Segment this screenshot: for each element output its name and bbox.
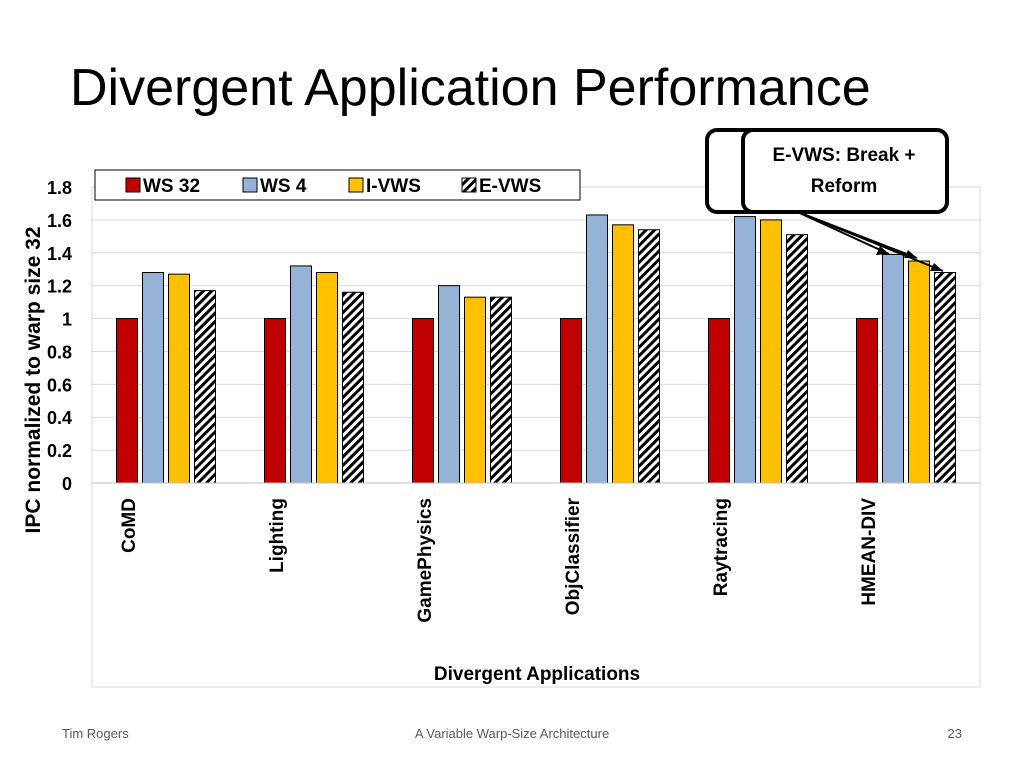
bar-e-vws [638, 229, 660, 484]
category-label: ObjClassifier [563, 497, 584, 615]
legend-swatch [242, 177, 258, 193]
legend-label: WS 4 [260, 176, 307, 197]
bar-e-vws [342, 291, 364, 484]
y-tick-label: 1.6 [47, 211, 72, 231]
callout-arrowhead [930, 263, 943, 271]
legend: WS 32 WS 4 I-VWS E-VWS [94, 169, 581, 201]
y-tick-label: 1.2 [47, 277, 72, 297]
x-axis-title: Divergent Applications [434, 664, 640, 685]
category-label: GamePhysics [415, 498, 436, 623]
y-tick-label: 1.8 [47, 178, 72, 198]
callout-box [741, 128, 949, 214]
category-label: Raytracing [711, 498, 732, 596]
bar-e-vws [934, 272, 956, 484]
y-axis-title: IPC normalized to warp size 32 [22, 227, 45, 534]
bar-i-vws [612, 224, 634, 484]
callout-line-1: E-VWS: Break + [772, 145, 916, 166]
category-label: HMEAN-DIV [859, 498, 880, 606]
legend-swatch [461, 177, 477, 193]
gridlines [92, 186, 980, 451]
y-tick-label: 0 [62, 474, 72, 494]
y-tick-label: 0.4 [47, 408, 72, 428]
y-tick-label: 1.4 [47, 244, 72, 264]
bar-e-vws [490, 296, 512, 484]
y-tick-label: 0.2 [47, 441, 72, 461]
bar-i-vws [760, 219, 782, 484]
legend-box [94, 169, 581, 201]
legend-label: I-VWS [366, 176, 421, 197]
bar-ws-32 [560, 318, 582, 484]
bar-e-vws [786, 234, 808, 484]
footer-page-number: 23 [947, 726, 962, 741]
bar-ws-4 [734, 216, 756, 484]
bar-ws-4 [586, 214, 608, 484]
category-label: CoMD [119, 498, 140, 553]
bar-i-vws [464, 296, 486, 484]
bar-i-vws [316, 272, 338, 484]
y-tick-labels: 0 0.2 0.4 0.6 0.8 1 1.2 1.4 1.6 1.8 [47, 178, 72, 494]
bar-ws-32 [708, 318, 730, 484]
bar-ws-4 [882, 253, 904, 484]
slide-title: Divergent Application Performance [70, 59, 871, 117]
legend-swatch [348, 177, 364, 193]
legend-label: E-VWS [479, 176, 541, 197]
plot-frame [91, 186, 981, 688]
y-tick-label: 0.8 [47, 342, 72, 362]
callout-label: E-VWS: Break + Reform [744, 140, 944, 202]
category-label: Lighting [267, 498, 288, 573]
callout-line-2: Reform [810, 176, 878, 197]
legend-swatch [125, 177, 141, 193]
callout-arrowhead [876, 246, 889, 255]
bar-ws-32 [264, 318, 286, 484]
y-tick-label: 0.6 [47, 375, 72, 395]
bar-ws-32 [412, 318, 434, 484]
callout-arrow [792, 209, 944, 272]
bar-i-vws [168, 273, 190, 484]
bar-group [116, 214, 956, 484]
bar-ws-4 [438, 285, 460, 484]
bar-i-vws [908, 260, 930, 484]
bar-ws-4 [142, 272, 164, 484]
bar-ws-32 [856, 318, 878, 484]
category-labels: CoMD Lighting GamePhysics ObjClassifier Rayt… [119, 497, 880, 622]
legend-label: WS 32 [143, 176, 200, 197]
footer-author: Tim Rogers [62, 726, 129, 741]
callout-arrows [792, 209, 944, 272]
bar-e-vws [194, 290, 216, 484]
bar-ws-32 [116, 318, 138, 484]
footer-deck-title: A Variable Warp-Size Architecture [414, 726, 610, 741]
bar-ws-4 [290, 265, 312, 484]
y-tick-label: 1 [62, 310, 72, 330]
